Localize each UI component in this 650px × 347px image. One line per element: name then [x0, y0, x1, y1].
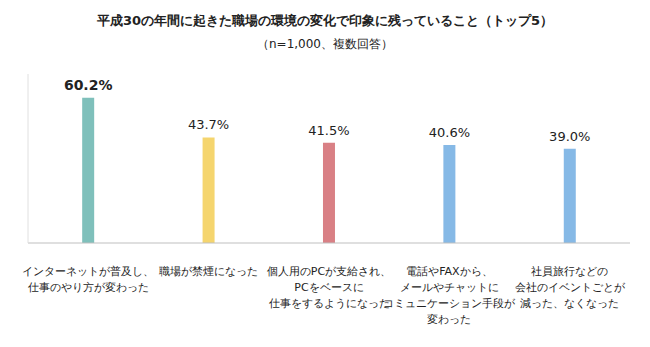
- html-text:平成30の年間に起きた職場の環境の変化で印象に残っていること: 平成30の年間に起きた職場の環境の変化で印象に残っていること（トップ5）: [96, 13, 554, 28]
- html-text:（n=1,000、複数回答）: （n=1,000、複数回答）: [257, 37, 393, 51]
- svg-text:43.7%: 43.7%: [188, 117, 229, 132]
- svg-text:コミュニケーション手段が: コミュニケーション手段が: [383, 297, 516, 310]
- svg-text:40.6%: 40.6%: [429, 125, 470, 140]
- svg-text:仕事のやり方が変わった: 仕事のやり方が変わった: [28, 281, 149, 294]
- svg-text:変わった: 変わった: [427, 313, 471, 326]
- svg-text:社員旅行などの: 社員旅行などの: [531, 265, 608, 278]
- svg-text:41.5%: 41.5%: [308, 123, 349, 138]
- svg-text:60.2%: 60.2%: [64, 77, 113, 93]
- svg-text:減った、なくなった: 減った、なくなった: [520, 297, 619, 310]
- svg-text:職場が禁煙になった: 職場が禁煙になった: [159, 265, 258, 278]
- svg-text:電話やFAXから、: 電話やFAXから、: [406, 265, 492, 278]
- svg-text:39.0%: 39.0%: [549, 129, 590, 144]
- svg-text:インターネットが普及し、: インターネットが普及し、: [22, 265, 154, 278]
- svg-text:個人用のPCが支給され、: 個人用のPCが支給され、: [267, 265, 391, 278]
- svg-text:メールやチャットに: メールやチャットに: [400, 281, 499, 294]
- svg-text:仕事をするようになった: 仕事をするようになった: [269, 297, 390, 310]
- svg-text:PCをベースに: PCをベースに: [294, 281, 363, 294]
- svg-text:会社のイベントごとが: 会社のイベントごとが: [515, 281, 626, 294]
